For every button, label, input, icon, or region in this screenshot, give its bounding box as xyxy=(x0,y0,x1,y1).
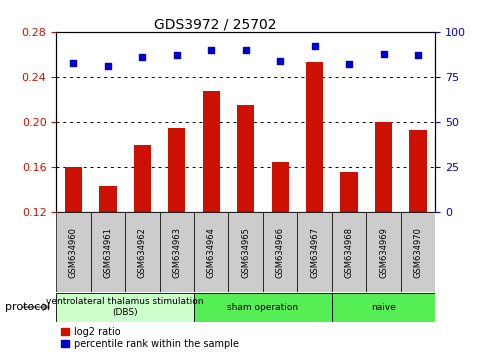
Bar xyxy=(374,122,391,348)
Bar xyxy=(194,293,331,321)
Bar xyxy=(90,212,125,292)
Text: GSM634967: GSM634967 xyxy=(309,227,319,278)
Text: GSM634968: GSM634968 xyxy=(344,227,353,278)
Text: protocol: protocol xyxy=(5,302,50,312)
Text: GSM634962: GSM634962 xyxy=(138,227,146,278)
Bar xyxy=(168,128,185,348)
Text: ventrolateral thalamus stimulation
(DBS): ventrolateral thalamus stimulation (DBS) xyxy=(46,297,203,317)
Bar xyxy=(340,172,357,348)
Bar xyxy=(159,212,194,292)
Bar xyxy=(99,187,116,348)
Point xyxy=(345,62,352,67)
Point xyxy=(173,52,181,58)
Bar xyxy=(305,62,323,348)
Text: GSM634961: GSM634961 xyxy=(103,227,112,278)
Point xyxy=(276,58,284,64)
Text: naive: naive xyxy=(370,303,395,312)
Bar xyxy=(194,212,228,292)
Bar xyxy=(331,293,434,321)
Bar xyxy=(331,212,366,292)
Text: GSM634966: GSM634966 xyxy=(275,227,284,278)
Bar xyxy=(297,212,331,292)
Bar xyxy=(56,212,90,292)
Text: GSM634969: GSM634969 xyxy=(378,227,387,278)
Legend: log2 ratio, percentile rank within the sample: log2 ratio, percentile rank within the s… xyxy=(61,327,238,349)
Text: GSM634960: GSM634960 xyxy=(69,227,78,278)
Bar xyxy=(56,293,194,321)
Text: GSM634964: GSM634964 xyxy=(206,227,215,278)
Point xyxy=(207,47,215,53)
Bar xyxy=(400,212,434,292)
Point xyxy=(138,54,146,60)
Bar xyxy=(237,105,254,348)
Point xyxy=(104,63,112,69)
Point xyxy=(379,51,386,56)
Text: GSM634963: GSM634963 xyxy=(172,227,181,278)
Point xyxy=(69,60,77,65)
Text: sham operation: sham operation xyxy=(227,303,298,312)
Bar xyxy=(408,130,426,348)
Text: GSM634970: GSM634970 xyxy=(413,227,422,278)
Bar xyxy=(202,91,220,348)
Bar xyxy=(263,212,297,292)
Point xyxy=(310,44,318,49)
Text: GSM634965: GSM634965 xyxy=(241,227,250,278)
Bar xyxy=(271,162,288,348)
Point xyxy=(413,52,421,58)
Bar xyxy=(134,145,151,348)
Bar xyxy=(125,212,159,292)
Bar xyxy=(65,167,82,348)
Bar xyxy=(366,212,400,292)
Point xyxy=(242,47,249,53)
Bar xyxy=(228,212,263,292)
Text: GDS3972 / 25702: GDS3972 / 25702 xyxy=(154,18,276,32)
